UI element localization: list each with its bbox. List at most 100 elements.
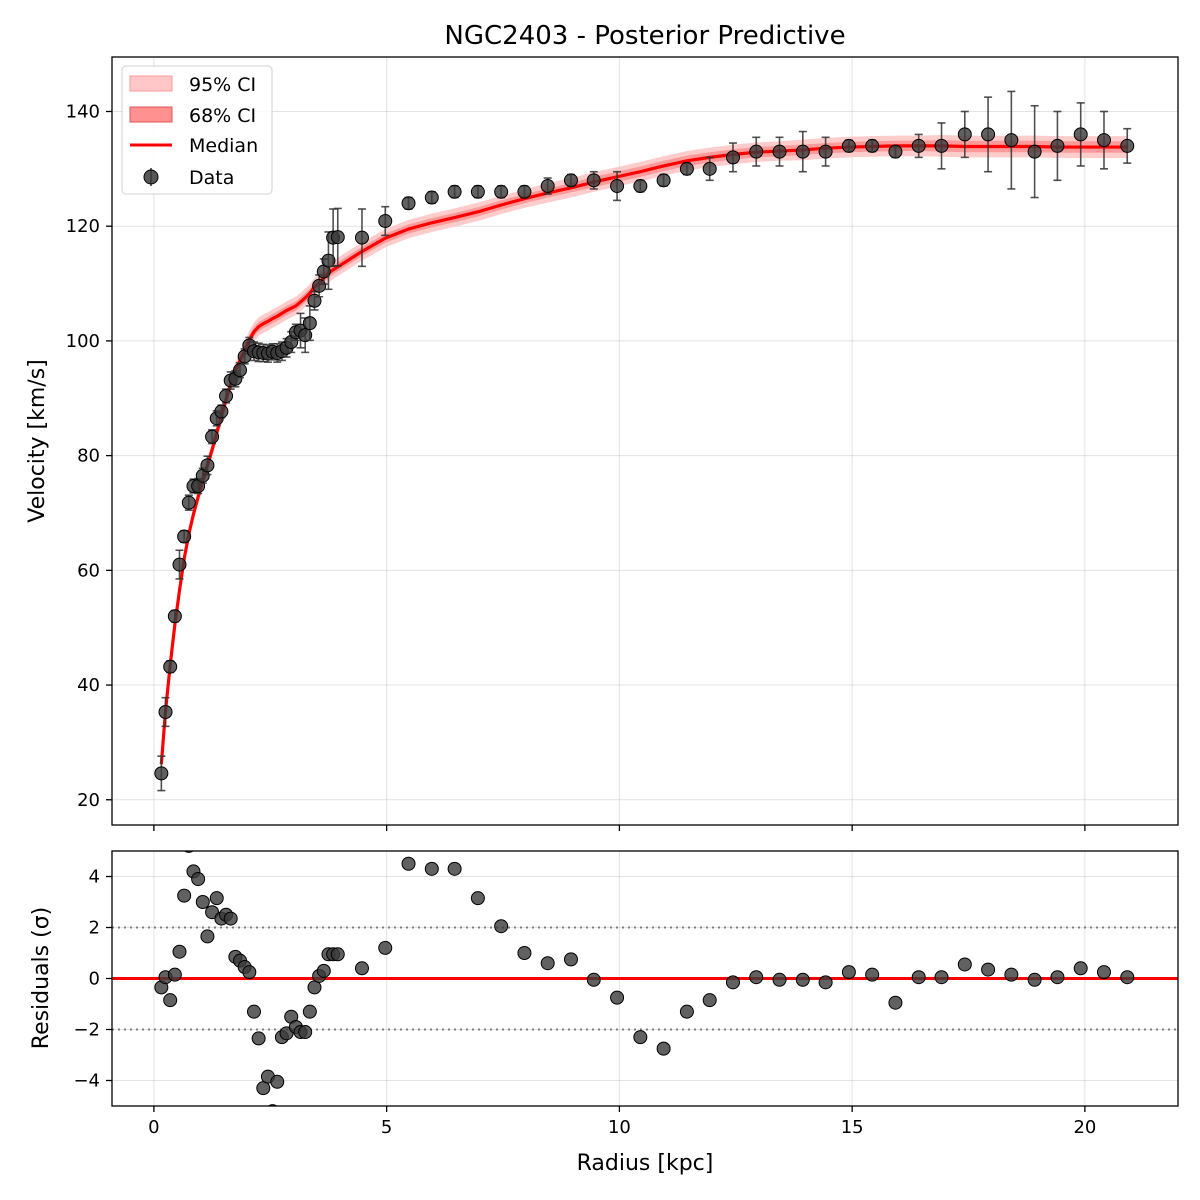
data-marker [312, 278, 327, 293]
data-marker [934, 138, 949, 153]
data-point [158, 696, 173, 728]
residual-marker [242, 965, 257, 980]
residual-marker [679, 1004, 694, 1019]
residual-marker [401, 856, 416, 871]
data-marker [795, 144, 810, 159]
data-marker [494, 184, 509, 199]
residual-marker [772, 972, 787, 987]
data-marker [725, 150, 740, 165]
legend-label-data: Data [189, 167, 234, 189]
y-tick-label: 100 [66, 331, 100, 352]
residual-marker [540, 956, 555, 971]
residual-marker [177, 888, 192, 903]
data-marker [167, 609, 182, 624]
data-point [424, 190, 439, 205]
residual-marker [1096, 965, 1111, 980]
residual-marker [749, 970, 764, 985]
residual-marker [378, 940, 393, 955]
x-tick-label: 15 [841, 1117, 864, 1138]
y-tick-label: 80 [77, 446, 100, 467]
data-point [818, 136, 833, 167]
data-point [1120, 127, 1135, 164]
residual-marker [981, 962, 996, 977]
data-point [214, 404, 229, 419]
data-marker [610, 179, 625, 194]
residual-marker [563, 952, 578, 967]
residual-marker [1004, 967, 1019, 982]
data-marker [1120, 138, 1135, 153]
residual-marker [167, 967, 182, 982]
x-tick-label: 0 [148, 1117, 159, 1138]
data-marker [172, 557, 187, 572]
data-point [911, 133, 926, 159]
residual-marker [330, 947, 345, 962]
residual-marker [633, 1030, 648, 1045]
data-point [233, 361, 248, 379]
residual-marker [1027, 972, 1042, 987]
data-point [354, 208, 369, 268]
legend-box [121, 65, 273, 195]
data-marker [354, 230, 369, 245]
residual-marker [934, 970, 949, 985]
residual-marker [302, 1004, 317, 1019]
data-marker [702, 161, 717, 176]
residual-marker [209, 891, 224, 906]
residual-marker [163, 993, 178, 1008]
y-tick-label: 140 [66, 101, 100, 122]
data-marker [401, 196, 416, 211]
legend-label-ci68: 68% CI [189, 105, 256, 127]
data-marker [633, 179, 648, 194]
velocity-y-ticks: 20 40 60 80 100 120 140 [66, 101, 112, 811]
residual-marker [270, 1074, 285, 1089]
residuals-y-ticks: −4 −2 0 2 4 [73, 867, 112, 1092]
residual-marker [316, 963, 331, 978]
data-marker [205, 429, 220, 444]
residual-marker [818, 975, 833, 990]
legend: 95% CI 68% CI Median Data [121, 65, 273, 195]
data-point [172, 549, 187, 580]
data-marker [586, 173, 601, 188]
data-marker [517, 184, 532, 199]
data-marker [1050, 138, 1065, 153]
data-marker [563, 173, 578, 188]
data-point [725, 142, 740, 173]
data-point [1027, 104, 1042, 199]
data-point [865, 138, 880, 153]
residual-marker [725, 975, 740, 990]
residual-marker [586, 972, 601, 987]
data-point [177, 529, 192, 544]
data-point [679, 161, 694, 176]
data-marker [679, 161, 694, 176]
data-point [841, 138, 856, 153]
data-point [610, 170, 625, 202]
data-marker [841, 138, 856, 153]
residual-marker [1073, 961, 1088, 976]
data-point [1073, 102, 1088, 167]
y-axis-label: Velocity [km/s] [25, 359, 50, 523]
data-marker [424, 190, 439, 205]
data-point [586, 170, 601, 190]
data-marker [233, 363, 248, 378]
data-marker [302, 316, 317, 331]
x-tick-label: 10 [608, 1117, 631, 1138]
data-point [702, 156, 717, 182]
data-marker [1004, 133, 1019, 148]
residual-points [154, 851, 1135, 1106]
legend-marker-data [143, 169, 159, 185]
residual-marker [251, 1031, 266, 1046]
residual-marker [957, 957, 972, 972]
residual-marker [865, 967, 880, 982]
data-marker [1096, 133, 1111, 148]
residual-marker [447, 861, 462, 876]
residual-marker [172, 944, 187, 959]
data-point [888, 144, 903, 159]
y-tick-label: −2 [73, 1020, 100, 1041]
data-point [749, 136, 764, 167]
data-marker [540, 179, 555, 194]
residual-marker [494, 919, 509, 934]
data-point [795, 130, 810, 173]
data-point [378, 205, 393, 237]
x-tick-label: 20 [1073, 1117, 1096, 1138]
residual-marker [702, 993, 717, 1008]
legend-label-median: Median [189, 135, 258, 157]
